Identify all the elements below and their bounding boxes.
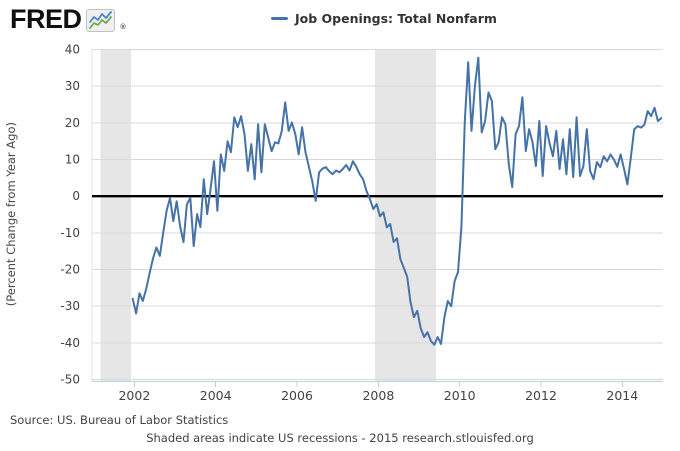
x-tick-label: 2010 xyxy=(444,388,476,403)
x-tick-label: 2004 xyxy=(200,388,232,403)
y-tick-label: -40 xyxy=(60,336,80,350)
x-tick-label: 2006 xyxy=(281,388,313,403)
source-note: Source: US. Bureau of Labor Statistics xyxy=(10,413,229,427)
y-tick-label: 20 xyxy=(65,116,80,130)
fred-logo-registered-mark: ® xyxy=(119,23,127,31)
recession-band xyxy=(375,49,436,382)
y-tick-label: -50 xyxy=(60,373,80,387)
fred-chart-icon xyxy=(85,9,115,32)
y-tick-label: -20 xyxy=(60,263,80,277)
y-tick-label: 40 xyxy=(65,43,80,57)
x-tick-label: 2012 xyxy=(525,388,557,403)
recession-shading-note: Shaded areas indicate US recessions - 20… xyxy=(146,431,534,445)
y-tick-label: -30 xyxy=(60,299,80,313)
legend-label: Job Openings: Total Nonfarm xyxy=(295,11,497,26)
x-tick-label: 2002 xyxy=(118,388,150,403)
x-tick-label: 2014 xyxy=(606,388,638,403)
y-tick-label: 0 xyxy=(72,189,80,203)
fred-logo-text: FRED xyxy=(10,4,82,34)
y-tick-label: -10 xyxy=(60,226,80,240)
legend-item-job-openings[interactable]: Job Openings: Total Nonfarm xyxy=(271,11,497,26)
legend-line-swatch xyxy=(271,17,288,20)
x-tick-label: 2008 xyxy=(362,388,394,403)
series-line-job-openings[interactable] xyxy=(131,56,663,346)
y-tick-label: 10 xyxy=(65,153,80,167)
y-tick-label: 30 xyxy=(65,79,80,93)
fred-logo[interactable]: FRED ® xyxy=(10,5,127,33)
recession-band xyxy=(100,49,131,382)
